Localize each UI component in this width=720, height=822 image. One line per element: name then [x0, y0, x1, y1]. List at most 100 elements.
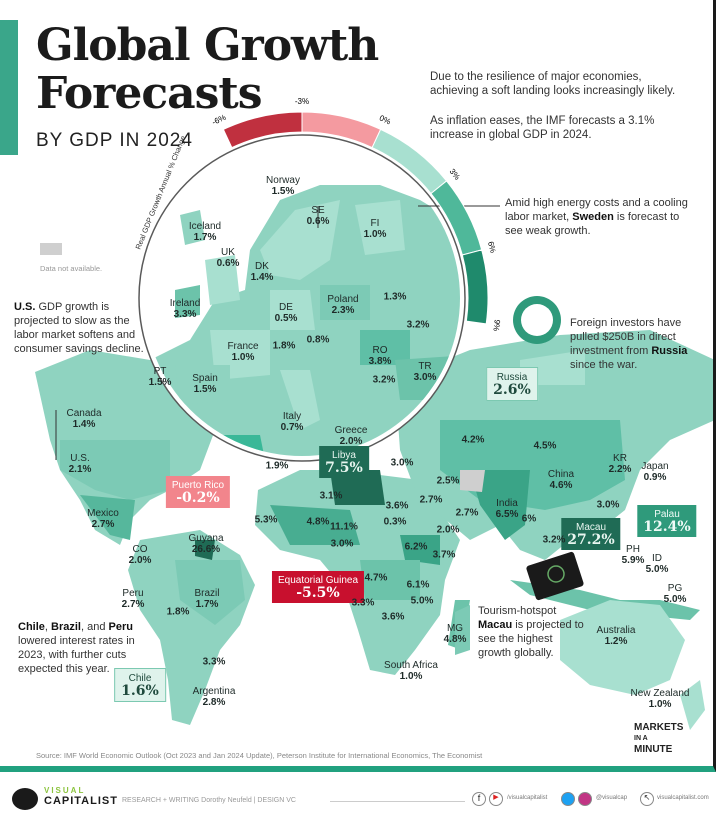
growth-value: 0.5%	[274, 313, 298, 324]
growth-value: 4.5%	[533, 440, 557, 452]
country-name: PG	[667, 583, 683, 594]
russia-globe-icon	[513, 296, 561, 344]
country-name: Palau	[654, 509, 680, 520]
growth-value: 7.5%	[325, 460, 363, 476]
country-label: Spain 1.5%	[192, 373, 218, 395]
country-label: DE 0.5%	[275, 302, 298, 324]
growth-value: 6%	[521, 513, 537, 525]
country-label: 3.7%	[433, 550, 456, 561]
country-label: Libya 7.5%	[319, 446, 369, 478]
growth-value: 1.9%	[265, 460, 289, 472]
country-label: 3.0%	[391, 458, 414, 469]
country-label: Canada 1.4%	[66, 408, 101, 430]
oceania	[455, 600, 705, 730]
brand-bottom: CAPITALIST	[44, 795, 118, 807]
growth-value: 2.7%	[419, 494, 443, 506]
facebook-icon[interactable]: f	[472, 792, 486, 806]
country-label: India 6.5%	[496, 498, 519, 520]
country-label: Argentina 2.8%	[193, 686, 236, 708]
country-label: Mexico 2.7%	[87, 508, 119, 530]
country-name: Macau	[575, 522, 606, 533]
growth-value: -0.2%	[176, 490, 220, 506]
country-name: Iceland	[188, 221, 222, 232]
footer: VISUAL CAPITALIST RESEARCH + WRITING Dor…	[0, 778, 720, 822]
country-label: Palau 12.4%	[637, 505, 697, 537]
growth-value: 4.6%	[549, 480, 573, 491]
legend-tick: 9%	[491, 319, 502, 332]
country-label: Iceland 1.7%	[189, 221, 221, 243]
growth-value: 6.2%	[404, 541, 428, 553]
legend-tick: 0%	[378, 113, 392, 126]
country-label: U.S. 2.1%	[69, 453, 92, 475]
country-label: FI 1.0%	[364, 218, 387, 240]
legend-segment	[461, 249, 489, 325]
growth-value: 26.6%	[191, 544, 221, 555]
infographic: -6% -3% 0% 3% 6% 9% Real GDP Growth Annual % …	[0, 0, 716, 772]
country-name: Argentina	[192, 686, 236, 697]
website-link[interactable]: visualcapitalist.com	[657, 795, 709, 801]
growth-value: 5.0%	[645, 564, 669, 575]
country-label: 3.0%	[597, 500, 620, 511]
growth-value: 2.6%	[493, 382, 531, 398]
country-label: Equatorial Guinea -5.5%	[271, 571, 365, 603]
country-label: 3.2%	[373, 375, 396, 386]
country-label: Puerto Rico -0.2%	[165, 476, 231, 508]
handle-2[interactable]: @visualcap	[596, 795, 628, 801]
country-label: 0.3%	[384, 517, 407, 528]
country-name: Peru	[122, 588, 144, 599]
country-label: 2.7%	[420, 495, 443, 506]
country-label: 5.3%	[255, 515, 278, 526]
country-label: DK 1.4%	[251, 261, 274, 283]
growth-value: 4.7%	[364, 572, 388, 584]
growth-value: 4.8%	[306, 516, 330, 528]
source: Source: IMF World Economic Outlook (Oct …	[36, 751, 483, 760]
growth-value: 1.0%	[363, 229, 387, 240]
growth-value: 1.8%	[272, 340, 296, 352]
country-name: Russia	[496, 372, 528, 383]
youtube-icon[interactable]: ▶	[489, 792, 503, 806]
us-note: U.S. GDP growth is projected to slow as …	[14, 301, 144, 355]
country-name: ID	[651, 553, 662, 564]
country-label: China 4.6%	[548, 469, 574, 491]
country-name: PT	[153, 366, 167, 377]
country-label: South Africa 1.0%	[384, 660, 438, 682]
country-name: KR	[613, 453, 627, 464]
country-label: TR 3.0%	[414, 361, 437, 383]
growth-value: 3.2%	[542, 534, 566, 546]
country-label: Russia 2.6%	[486, 367, 538, 401]
country-label: 2.5%	[437, 476, 460, 487]
country-name: South Africa	[384, 660, 438, 671]
macau-note: Tourism-hotspot Macau is projected to se…	[478, 605, 584, 659]
growth-value: 5.9%	[621, 555, 645, 566]
growth-value: 0.7%	[280, 422, 304, 433]
country-name: Equatorial Guinea	[277, 575, 359, 586]
growth-value: 3.2%	[406, 319, 430, 331]
country-label: 6.1%	[407, 580, 430, 591]
growth-value: 0.8%	[306, 334, 330, 346]
country-label: CO 2.0%	[129, 544, 152, 566]
growth-value: -5.5%	[296, 585, 340, 601]
europe-zoom	[144, 140, 460, 456]
page-subtitle: BY GDP IN 2024	[36, 130, 193, 151]
handle-1[interactable]: /visualcapitalist	[507, 795, 548, 801]
country-name: France	[227, 341, 259, 352]
country-name: Japan	[641, 461, 669, 472]
country-label: PG 5.0%	[664, 583, 687, 605]
growth-value: 1.3%	[383, 291, 407, 303]
legend-arc: -6%-3%0%3%6%9%	[211, 97, 502, 332]
cursor-icon[interactable]: ↖	[640, 792, 654, 806]
country-label: 6%	[522, 514, 536, 525]
twitter-icon[interactable]	[561, 792, 575, 806]
country-label: Norway 1.5%	[266, 175, 300, 197]
country-name: New Zealand	[630, 688, 690, 699]
growth-value: 1.7%	[193, 232, 217, 243]
intro-2: As inflation eases, the IMF forecasts a …	[430, 115, 655, 141]
growth-value: 2.1%	[68, 464, 92, 475]
country-name: PH	[626, 544, 640, 555]
country-label: Greece 2.0%	[335, 425, 368, 447]
growth-value: 1.0%	[399, 671, 423, 682]
country-label: UK 0.6%	[217, 247, 240, 269]
country-name: Greece	[334, 425, 368, 436]
markets-in-a-minute-badge: MARKETS IN A MINUTE	[634, 722, 684, 755]
instagram-icon[interactable]	[578, 792, 592, 806]
